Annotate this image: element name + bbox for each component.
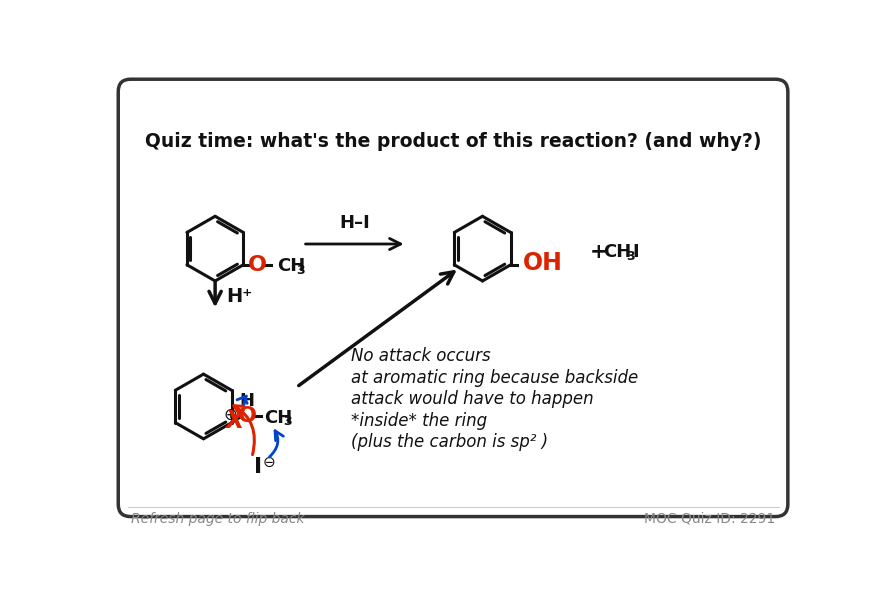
Text: Refresh page to flip back: Refresh page to flip back: [131, 512, 304, 526]
Text: at aromatic ring because backside: at aromatic ring because backside: [351, 369, 638, 387]
Text: H–I: H–I: [339, 214, 370, 232]
Text: OH: OH: [523, 252, 563, 275]
Text: O: O: [238, 406, 256, 427]
Text: CH: CH: [604, 244, 632, 262]
Text: H⁺: H⁺: [226, 287, 252, 306]
Text: attack would have to happen: attack would have to happen: [351, 390, 593, 408]
Text: I: I: [633, 244, 639, 262]
Text: ⊕: ⊕: [223, 406, 237, 424]
Text: +: +: [590, 243, 607, 262]
Text: No attack occurs: No attack occurs: [351, 347, 491, 365]
FancyBboxPatch shape: [118, 79, 788, 517]
Text: 3: 3: [296, 263, 305, 277]
Text: CH: CH: [264, 409, 293, 427]
Text: CH: CH: [278, 257, 306, 275]
Text: (plus the carbon is sp² ): (plus the carbon is sp² ): [351, 433, 548, 451]
Text: ⊖: ⊖: [263, 454, 275, 470]
Text: O: O: [248, 255, 267, 275]
Text: 3: 3: [283, 415, 292, 429]
Text: H: H: [240, 392, 255, 410]
Text: *inside* the ring: *inside* the ring: [351, 412, 487, 430]
Text: Quiz time: what's the product of this reaction? (and why?): Quiz time: what's the product of this re…: [145, 132, 762, 151]
Text: 3: 3: [627, 250, 636, 263]
Text: MOC Quiz ID: 2291: MOC Quiz ID: 2291: [644, 512, 775, 526]
Text: I: I: [254, 457, 262, 477]
Text: X: X: [225, 409, 244, 433]
